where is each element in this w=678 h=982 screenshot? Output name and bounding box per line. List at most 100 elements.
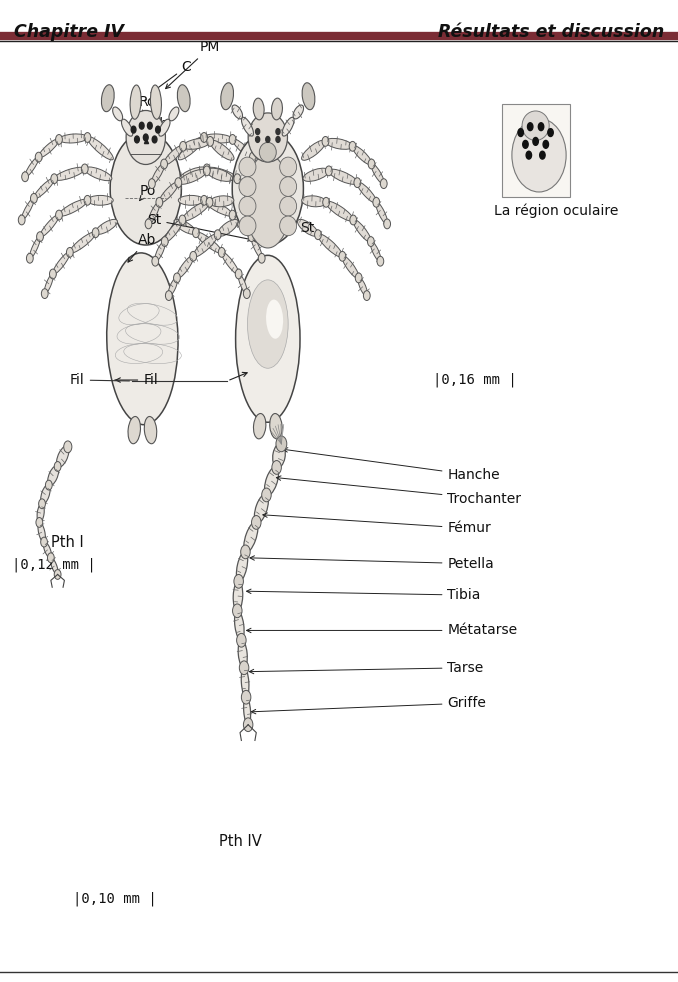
Ellipse shape: [110, 132, 182, 246]
Circle shape: [233, 604, 242, 618]
Ellipse shape: [245, 155, 291, 247]
Ellipse shape: [522, 111, 549, 140]
Ellipse shape: [53, 252, 70, 274]
Ellipse shape: [193, 234, 218, 257]
Circle shape: [523, 140, 528, 148]
Circle shape: [276, 129, 280, 135]
Circle shape: [241, 690, 251, 704]
Ellipse shape: [210, 140, 234, 160]
Circle shape: [276, 136, 280, 142]
Ellipse shape: [87, 195, 113, 205]
Ellipse shape: [251, 237, 262, 258]
Circle shape: [54, 570, 61, 579]
Text: |0,12 mm |: |0,12 mm |: [12, 558, 96, 572]
Ellipse shape: [41, 485, 50, 504]
Circle shape: [239, 661, 249, 675]
Ellipse shape: [210, 195, 234, 207]
Circle shape: [266, 136, 270, 142]
Circle shape: [540, 151, 545, 159]
Circle shape: [140, 123, 144, 130]
Text: Pth I: Pth I: [52, 534, 84, 550]
Text: Fil: Fil: [70, 373, 129, 387]
Circle shape: [131, 126, 136, 134]
Circle shape: [155, 126, 160, 134]
Ellipse shape: [264, 466, 279, 496]
Ellipse shape: [253, 157, 266, 177]
Text: Tibia: Tibia: [247, 588, 481, 602]
Ellipse shape: [180, 167, 207, 181]
Ellipse shape: [130, 85, 141, 119]
Text: Petella: Petella: [250, 556, 494, 571]
Circle shape: [31, 193, 37, 203]
Ellipse shape: [243, 697, 251, 725]
Ellipse shape: [233, 581, 243, 611]
Circle shape: [538, 123, 544, 131]
Ellipse shape: [318, 234, 342, 257]
Text: Tarse: Tarse: [250, 661, 483, 675]
Circle shape: [548, 129, 553, 136]
Ellipse shape: [273, 444, 285, 467]
Circle shape: [144, 135, 148, 141]
Ellipse shape: [221, 82, 233, 110]
Ellipse shape: [303, 168, 329, 182]
Circle shape: [84, 195, 91, 205]
Ellipse shape: [232, 132, 303, 246]
Circle shape: [237, 633, 246, 647]
Ellipse shape: [370, 242, 381, 261]
Ellipse shape: [372, 164, 384, 184]
Ellipse shape: [266, 300, 283, 339]
Circle shape: [322, 136, 329, 146]
Ellipse shape: [241, 668, 249, 697]
Circle shape: [18, 215, 25, 225]
Text: Po: Po: [140, 184, 156, 200]
Circle shape: [81, 164, 88, 174]
Ellipse shape: [39, 138, 59, 158]
Circle shape: [66, 247, 73, 257]
Ellipse shape: [196, 232, 222, 253]
Ellipse shape: [178, 169, 207, 185]
Circle shape: [175, 178, 182, 188]
Ellipse shape: [159, 182, 178, 203]
Ellipse shape: [144, 416, 157, 444]
Ellipse shape: [106, 253, 178, 424]
Ellipse shape: [282, 117, 294, 136]
Text: Fémur: Fémur: [263, 513, 492, 535]
Circle shape: [252, 516, 261, 529]
Ellipse shape: [222, 252, 239, 274]
Circle shape: [355, 273, 362, 283]
Circle shape: [201, 133, 207, 142]
Ellipse shape: [239, 157, 256, 177]
Ellipse shape: [280, 216, 297, 236]
Circle shape: [339, 251, 346, 261]
Ellipse shape: [353, 219, 371, 243]
Ellipse shape: [239, 196, 256, 216]
Ellipse shape: [177, 256, 193, 278]
Ellipse shape: [44, 274, 54, 294]
Circle shape: [248, 232, 255, 242]
Ellipse shape: [254, 413, 266, 439]
Ellipse shape: [237, 552, 247, 581]
Ellipse shape: [235, 611, 244, 640]
Ellipse shape: [218, 219, 238, 237]
Text: PM: PM: [165, 40, 220, 88]
Ellipse shape: [258, 198, 270, 220]
Circle shape: [518, 129, 523, 136]
Text: St: St: [147, 213, 252, 242]
Ellipse shape: [151, 85, 161, 119]
Circle shape: [45, 480, 52, 490]
Ellipse shape: [237, 178, 258, 199]
Circle shape: [527, 123, 533, 131]
Circle shape: [56, 135, 62, 144]
Ellipse shape: [38, 522, 45, 542]
Circle shape: [229, 135, 236, 144]
Ellipse shape: [29, 237, 41, 258]
Ellipse shape: [159, 119, 170, 136]
Circle shape: [256, 129, 260, 135]
Ellipse shape: [233, 215, 252, 237]
Circle shape: [234, 174, 241, 184]
Circle shape: [243, 718, 253, 732]
Circle shape: [84, 133, 91, 142]
Ellipse shape: [37, 504, 44, 522]
Text: Ab: Ab: [128, 233, 156, 262]
Ellipse shape: [298, 219, 318, 237]
